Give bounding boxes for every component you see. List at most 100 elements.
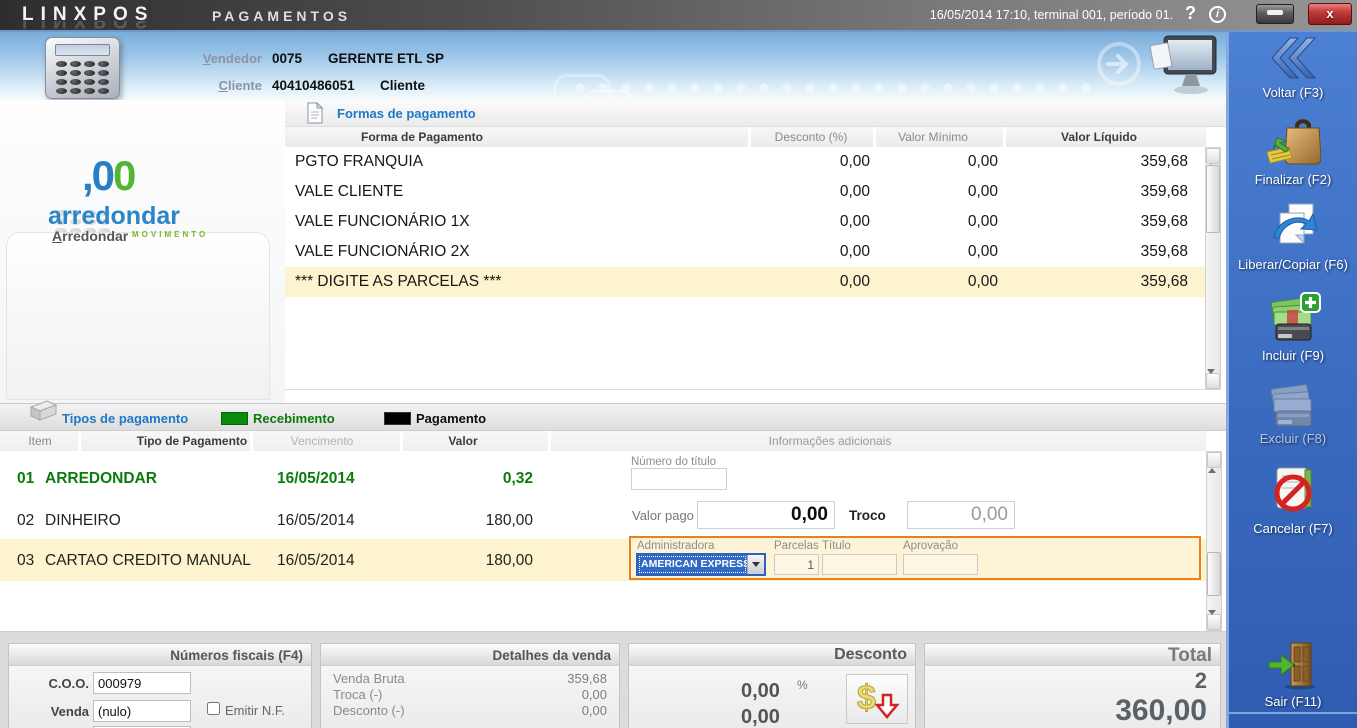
payment-types-icon xyxy=(28,398,58,427)
panel-title: Desconto xyxy=(629,644,915,666)
cancel-note-icon xyxy=(1274,467,1312,512)
titulo-label: Título xyxy=(822,540,851,552)
payment-form-row[interactable]: VALE CLIENTE 0,00 0,00 359,68 xyxy=(295,183,1188,200)
delete-payment-icon xyxy=(1270,384,1312,427)
percent-symbol: % xyxy=(797,678,808,692)
vendedor-name: GERENTE ETL SP xyxy=(328,51,445,66)
detail-value: 0,00 xyxy=(581,703,607,718)
titulo-input[interactable] xyxy=(822,554,897,575)
numero-titulo-input[interactable] xyxy=(631,468,727,490)
payment-forms-scrollbar[interactable] xyxy=(1205,147,1221,390)
tab-tipos-de-pagamento[interactable]: Tipos de pagamento xyxy=(62,411,189,426)
chevron-down-icon[interactable] xyxy=(747,555,764,574)
panel-title: Números fiscais (F4) xyxy=(9,644,311,666)
panel-title: Total xyxy=(925,644,1220,666)
cliente-name: Cliente xyxy=(380,78,426,93)
exit-door-icon xyxy=(1268,642,1315,690)
panel-title: Detalhes da venda xyxy=(321,644,619,666)
arredondar-logo-tagline: MOVIMENTO xyxy=(132,230,209,239)
aprovacao-input[interactable] xyxy=(903,554,978,575)
scroll-down-icon[interactable] xyxy=(1206,369,1220,389)
scroll-down-icon[interactable] xyxy=(1207,610,1221,630)
document-icon xyxy=(306,101,324,128)
liberar-copiar-button[interactable]: Liberar/Copiar (F6) xyxy=(1229,201,1357,272)
arrow-circle-icon xyxy=(1095,40,1143,91)
total-panel: Total 2 360,00 xyxy=(924,643,1221,728)
troco-input[interactable] xyxy=(907,501,1015,529)
column-header: Item xyxy=(28,434,52,448)
app-logo: LINXPOS xyxy=(22,4,155,25)
valor-pago-input[interactable] xyxy=(697,501,835,529)
aprovacao-label: Aprovação xyxy=(903,540,958,552)
tab-recebimento[interactable]: Recebimento xyxy=(253,411,335,426)
incluir-button[interactable]: Incluir (F9) xyxy=(1229,292,1357,363)
payments-scrollbar[interactable] xyxy=(1206,451,1222,631)
minimize-button[interactable] xyxy=(1256,4,1294,24)
cliente-code: 40410486051 xyxy=(272,78,355,93)
total-items-count: 2 xyxy=(1194,668,1207,693)
coo-label: C.O.O. xyxy=(48,676,89,691)
decor-square xyxy=(553,74,611,100)
dollar-down-icon: $ xyxy=(857,679,900,719)
troco-label: Troco xyxy=(849,508,886,523)
cancelar-button[interactable]: Cancelar (F7) xyxy=(1229,462,1357,536)
payment-form-row-selected[interactable]: *** DIGITE AS PARCELAS *** 0,00 0,00 359… xyxy=(285,267,1206,297)
calculator-keys xyxy=(46,61,119,94)
coo-input[interactable] xyxy=(93,672,191,694)
venda-input[interactable] xyxy=(93,700,191,722)
troca-input[interactable] xyxy=(93,726,191,728)
scrollbar-thumb[interactable] xyxy=(1207,552,1221,596)
close-button[interactable]: x xyxy=(1308,3,1352,25)
header-dots xyxy=(575,82,1095,94)
card-details-panel: Administradora Parcelas Título Aprovação… xyxy=(629,536,1201,580)
arredondar-item-label[interactable]: Arredondar xyxy=(52,228,129,244)
tab-formas-de-pagamento[interactable]: Formas de pagamento xyxy=(337,106,476,121)
administradora-value: AMERICAN EXPRESS xyxy=(638,555,747,574)
brand-panel: ,00 arredondar MOVIMENTO Arredondar xyxy=(0,100,285,403)
sale-details-panel: Detalhes da venda Venda Bruta 359,68 Tro… xyxy=(320,643,620,728)
excluir-button[interactable]: Excluir (F8) xyxy=(1229,379,1357,446)
parcelas-label: Parcelas xyxy=(774,540,819,552)
payment-form-row[interactable]: PGTO FRANQUIA 0,00 0,00 359,68 xyxy=(295,153,1188,170)
tab-pagamento[interactable]: Pagamento xyxy=(416,411,487,426)
valor-pago-label: Valor pago xyxy=(632,508,694,523)
sair-button[interactable]: Sair (F11) xyxy=(1229,640,1357,709)
cliente-label: Cliente xyxy=(218,78,262,93)
column-header: Valor Mínimo xyxy=(898,130,968,144)
column-header: Desconto (%) xyxy=(774,130,848,144)
payment-row[interactable]: 01 ARREDONDAR 16/05/2014 0,32 xyxy=(17,470,533,487)
titlebar-accent-line xyxy=(0,30,1357,32)
discount-button[interactable]: $ xyxy=(846,674,908,724)
scroll-up-icon[interactable] xyxy=(1206,148,1220,169)
arredondar-logo-icon: ,00 xyxy=(82,152,136,199)
scrollbar-thumb[interactable] xyxy=(1206,165,1220,233)
payments-table: 01 ARREDONDAR 16/05/2014 0,32 02 DINHEIR… xyxy=(0,451,1206,631)
help-icon[interactable]: ? xyxy=(1185,3,1196,23)
column-header: Vencimento xyxy=(290,434,354,448)
svg-text:$: $ xyxy=(857,679,876,717)
minimize-icon xyxy=(1267,10,1283,15)
detail-value: 359,68 xyxy=(567,671,607,686)
payment-row[interactable]: 02 DINHEIRO 16/05/2014 180,00 xyxy=(17,512,533,529)
info-icon[interactable]: i xyxy=(1209,6,1226,23)
recebimento-color-swatch xyxy=(221,412,248,425)
add-payment-icon xyxy=(1270,292,1321,341)
pagamento-color-swatch xyxy=(384,412,411,425)
administradora-select[interactable]: AMERICAN EXPRESS xyxy=(636,553,766,576)
scroll-up-icon[interactable] xyxy=(1207,452,1221,473)
voltar-button[interactable]: Voltar (F3) xyxy=(1229,35,1357,100)
parcelas-input[interactable] xyxy=(774,554,819,575)
menu-fiscal-button[interactable]: Menu fiscal xyxy=(1229,718,1357,728)
emitir-nf-checkbox[interactable] xyxy=(207,702,220,715)
payment-form-row[interactable]: VALE FUNCIONÁRIO 1X 0,00 0,00 359,68 xyxy=(295,213,1188,230)
action-sidebar: Voltar (F3) Finalizar (F2) Liberar/Co xyxy=(1226,32,1357,728)
sidebar-divider xyxy=(1229,712,1357,714)
payment-form-row[interactable]: VALE FUNCIONÁRIO 2X 0,00 0,00 359,68 xyxy=(295,243,1188,260)
payment-tabs-bar: Tipos de pagamento Recebimento Pagamento xyxy=(0,400,1226,431)
finalizar-button[interactable]: Finalizar (F2) xyxy=(1229,114,1357,187)
session-status: 16/05/2014 17:10, terminal 001, período … xyxy=(929,8,1173,22)
back-chevrons-icon xyxy=(1271,37,1317,79)
detail-label: Troca (-) xyxy=(333,687,383,702)
detail-value: 0,00 xyxy=(581,687,607,702)
fiscal-numbers-panel: Números fiscais (F4) C.O.O. Venda Emitir… xyxy=(8,643,312,728)
